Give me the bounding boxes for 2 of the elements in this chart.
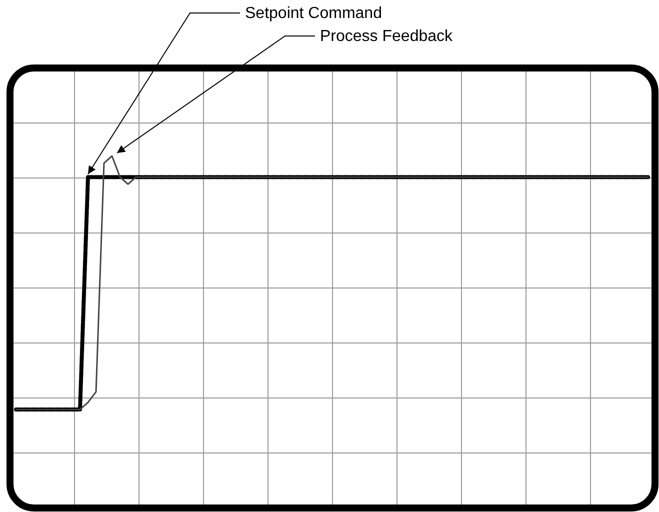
text: Process Feedback (320, 28, 454, 45)
text: Setpoint Command (245, 5, 382, 22)
